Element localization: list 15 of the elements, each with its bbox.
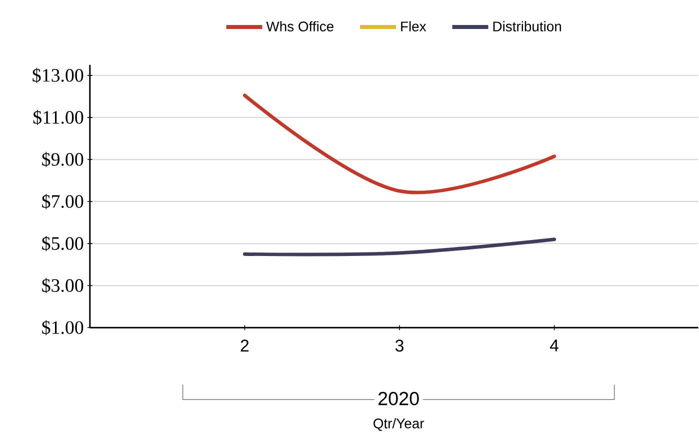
legend-label: Flex [401,21,426,32]
y-tick-label: $13.00 [32,68,84,84]
y-tick-label: $9.00 [42,152,84,168]
y-tick-label: $5.00 [42,236,84,252]
x-axis-title: Qtr/Year [374,418,424,432]
y-tick-label: $3.00 [42,278,84,294]
y-tick-label: $1.00 [42,320,84,336]
text: 2020 [378,392,419,406]
x-tick-label: 2 [240,340,249,352]
x-tick-label: 3 [395,340,404,352]
x-tick-label: 4 [550,340,558,352]
legend-label: Whs Office [266,21,334,32]
legend-label: Distribution [493,21,562,32]
y-tick-label: $11.00 [33,110,84,126]
y-tick-label: $7.00 [42,194,84,210]
